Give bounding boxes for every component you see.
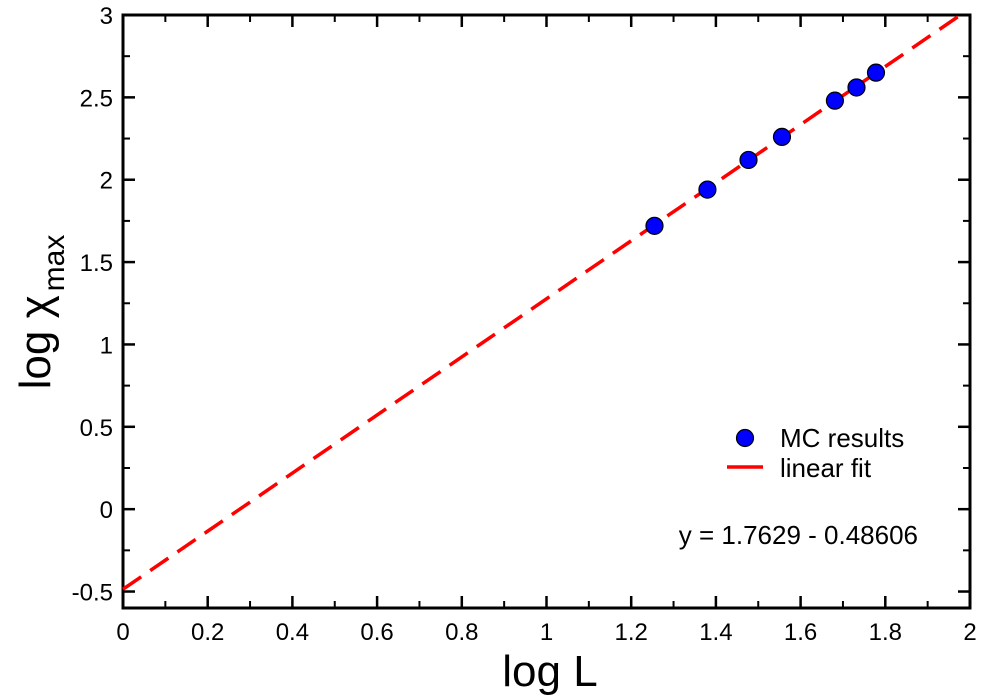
fit-equation-annotation: y = 1.7629 - 0.48606 (679, 520, 918, 550)
y-axis-label-subscript: max (38, 235, 71, 292)
mc-result-point (866, 63, 886, 82)
plot-area (121, 13, 972, 610)
x-tick-label: 0.6 (360, 619, 393, 646)
y-tick-label: 0 (100, 497, 113, 524)
x-tick-label: 1.6 (784, 619, 817, 646)
fit-line-group (122, 13, 962, 591)
mc-result-point (847, 78, 866, 97)
y-tick-label: -0.5 (72, 580, 113, 607)
mc-result-point (772, 127, 792, 146)
legend: MC results linear fit (727, 423, 904, 483)
x-tick-label: 1.2 (615, 619, 648, 646)
y-axis-label-base: log χ (11, 295, 60, 389)
legend-label-linear-fit: linear fit (780, 453, 872, 483)
x-tick-labels: 0 0.2 0.4 0.6 0.8 1 1.2 1.4 1.6 1.8 2 (116, 619, 976, 646)
linear-fit-line (122, 13, 962, 591)
x-tick-label: 0.8 (445, 619, 478, 646)
axis-ticks (121, 13, 972, 608)
y-tick-labels: -0.5 0 0.5 1 1.5 2 2.5 3 (72, 3, 113, 607)
x-axis-label: log L (502, 647, 597, 696)
legend-marker-mc-results (735, 428, 755, 448)
x-tick-label: 1.8 (869, 619, 902, 646)
y-tick-label: 0.5 (80, 415, 113, 442)
x-tick-label: 2 (963, 619, 976, 646)
y-tick-label: 1.5 (80, 250, 113, 277)
mc-result-point (825, 91, 845, 110)
mc-result-point (698, 180, 717, 199)
y-tick-label: 2 (100, 168, 113, 195)
x-tick-label: 1.4 (699, 619, 732, 646)
y-tick-label: 2.5 (80, 85, 113, 112)
legend-label-mc-results: MC results (780, 423, 904, 453)
x-tick-label: 0.2 (191, 619, 224, 646)
x-tick-label: 1 (540, 619, 553, 646)
y-tick-label: 3 (100, 3, 113, 30)
x-tick-label: 0.4 (276, 619, 309, 646)
data-points (645, 63, 886, 235)
mc-result-point (645, 216, 664, 235)
y-tick-label: 1 (100, 332, 113, 359)
y-axis-label: log χmax (11, 235, 71, 390)
mc-result-point (739, 150, 758, 170)
x-tick-label: 0 (116, 619, 129, 646)
